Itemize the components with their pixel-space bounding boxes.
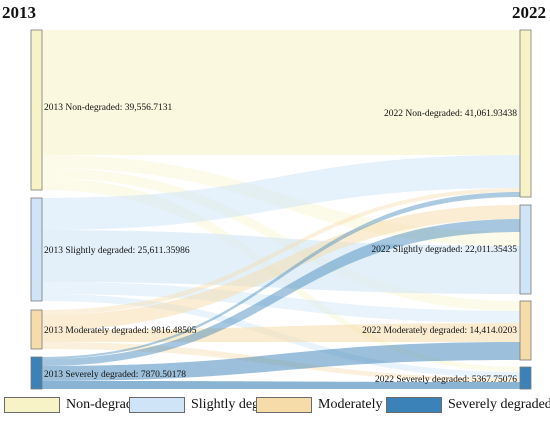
legend: Non-degraded Slightly degraded Moderatel… bbox=[0, 397, 550, 421]
flow-moderately-degraded-to-slightly-degraded bbox=[42, 205, 520, 330]
legend-item-severely-degraded: Severely degraded bbox=[386, 397, 550, 413]
legend-swatch-severely-degraded bbox=[386, 397, 442, 413]
flow-moderately-degraded-to-moderately-degraded bbox=[42, 323, 520, 342]
legend-label-non-degraded: Non-degraded bbox=[66, 397, 147, 412]
flow-severely-degraded-to-slightly-degraded bbox=[42, 219, 520, 366]
node-2013-moderately-degraded bbox=[30, 309, 43, 350]
flow-severely-degraded-to-severely-degraded bbox=[42, 381, 520, 389]
legend-item-non-degraded: Non-degraded bbox=[4, 397, 146, 413]
node-2022-slightly-degraded bbox=[519, 204, 532, 295]
node-2013-slightly-degraded bbox=[30, 197, 43, 302]
label-2013-moderately-degraded: 2013 Moderately degraded: 9816.48505 bbox=[44, 326, 197, 336]
label-2013-non-degraded: 2013 Non-degraded: 39,556.7131 bbox=[44, 103, 172, 113]
label-2022-slightly-degraded: 2022 Slightly degraded: 22,011.35435 bbox=[371, 245, 517, 255]
legend-swatch-slightly-degraded bbox=[129, 397, 185, 413]
label-2013-slightly-degraded: 2013 Slightly degraded: 25,611.35986 bbox=[44, 246, 190, 256]
flow-non-degraded-to-non-degraded bbox=[42, 30, 520, 155]
node-2013-severely-degraded bbox=[30, 356, 43, 390]
node-labels: 2013 Non-degraded: 39,556.7131 2013 Sligh… bbox=[44, 103, 517, 385]
year-2022-label: 2022 bbox=[512, 3, 546, 22]
year-2013-label: 2013 bbox=[2, 3, 36, 22]
flow-moderately-degraded-to-non-degraded bbox=[42, 188, 520, 315]
flow-severely-degraded-to-non-degraded bbox=[42, 192, 520, 359]
legend-swatch-non-degraded bbox=[4, 397, 60, 413]
legend-label-severely-degraded: Severely degraded bbox=[448, 397, 550, 412]
flow-links bbox=[42, 30, 520, 389]
node-2022-severely-degraded bbox=[519, 366, 532, 390]
flow-slightly-degraded-to-non-degraded bbox=[42, 155, 520, 230]
node-2022-non-degraded bbox=[519, 29, 532, 198]
label-2022-non-degraded: 2022 Non-degraded: 41,061.93438 bbox=[384, 109, 517, 119]
sankey-diagram: 2013 Non-degraded: 39,556.7131 2013 Sligh… bbox=[30, 29, 532, 390]
node-2013-non-degraded bbox=[30, 29, 43, 191]
flow-severely-degraded-to-moderately-degraded bbox=[42, 342, 520, 381]
label-2013-severely-degraded: 2013 Severely degraded: 7870.50178 bbox=[44, 370, 186, 380]
node-2022-moderately-degraded bbox=[519, 300, 532, 361]
legend-swatch-moderately-degraded bbox=[256, 397, 312, 413]
nodes bbox=[30, 29, 532, 390]
label-2022-moderately-degraded: 2022 Moderately degraded: 14,414.0203 bbox=[362, 326, 517, 336]
label-2022-severely-degraded: 2022 Severely degraded: 5367.75076 bbox=[375, 375, 517, 385]
flow-slightly-degraded-to-moderately-degraded bbox=[42, 282, 520, 323]
